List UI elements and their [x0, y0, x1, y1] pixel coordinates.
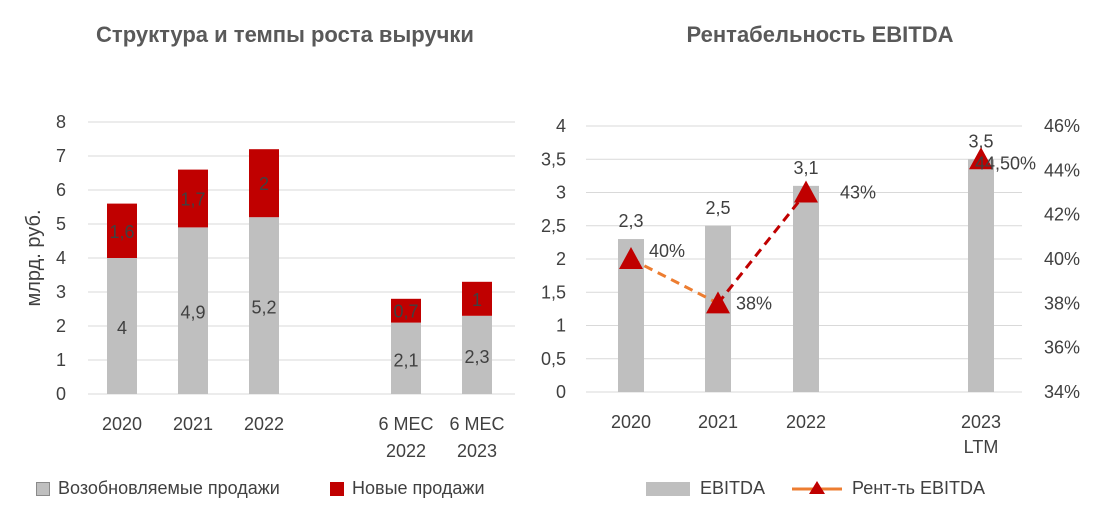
y2-tick-label: 36% — [1044, 338, 1080, 358]
y2-tick-label: 46% — [1044, 116, 1080, 136]
renewable-bar — [391, 322, 421, 394]
ebitda-bar — [968, 159, 994, 392]
renewable-value-label: 4 — [117, 318, 127, 338]
y-tick-label: 0 — [556, 382, 566, 402]
y-tick-label: 1 — [556, 316, 566, 336]
new-sales-bar — [178, 169, 208, 228]
y-tick-label: 4 — [556, 116, 566, 136]
margin-point — [619, 247, 643, 269]
y2-tick-label: 38% — [1044, 293, 1080, 313]
y-tick-label: 3 — [56, 282, 66, 302]
renewable-value-label: 4,9 — [180, 303, 205, 323]
revenue-chart-title: Структура и темпы роста выручки — [96, 22, 474, 47]
x-tick-label: 6 МЕС — [378, 414, 433, 434]
x-tick-label: LTM — [964, 437, 999, 457]
margin-point — [969, 147, 993, 170]
x-tick-label: 2023 — [457, 441, 497, 461]
y-tick-label: 3 — [556, 183, 566, 203]
y2-tick-label: 34% — [1044, 382, 1080, 402]
legend-label-new: Новые продажи — [352, 478, 485, 498]
ebitda-value-label: 2,3 — [618, 211, 643, 231]
margin-line-segment — [716, 191, 808, 305]
new-swatch — [330, 481, 344, 496]
y-tick-label: 1 — [56, 350, 66, 370]
y-tick-label: 5 — [56, 214, 66, 234]
renewable-value-label: 2,1 — [393, 350, 418, 370]
y2-tick-label: 42% — [1044, 205, 1080, 225]
new-sales-bar — [462, 281, 492, 316]
margin-point — [706, 291, 730, 314]
x-tick-label: 2022 — [386, 441, 426, 461]
new-sales-bar — [391, 298, 421, 323]
renewable-bar — [178, 227, 208, 394]
y-tick-label: 2 — [56, 316, 66, 336]
legend-label-margin: Рент-ть EBITDA — [852, 478, 986, 498]
y-tick-label: 0 — [56, 384, 66, 404]
x-tick-label: 2023 — [961, 412, 1001, 432]
y2-tick-label: 44% — [1044, 160, 1080, 180]
legend-item-ebitda: EBITDA — [646, 478, 765, 499]
y-tick-label: 1,5 — [541, 282, 566, 302]
ebitda-value-label: 3,1 — [793, 158, 818, 178]
renewable-value-label: 2,3 — [464, 347, 489, 367]
y-tick-label: 0,5 — [541, 349, 566, 369]
x-tick-label: 2022 — [786, 412, 826, 432]
x-tick-label: 2021 — [173, 414, 213, 434]
x-tick-label: 2021 — [698, 412, 738, 432]
renewable-swatch — [36, 481, 50, 496]
legend-item-renewable: Возобновляемые продажи — [36, 478, 280, 499]
legend-label-ebitda: EBITDA — [700, 478, 766, 498]
renewable-bar — [249, 217, 279, 394]
ebitda-value-label: 3,5 — [968, 131, 993, 151]
ebitda-swatch — [646, 481, 690, 496]
x-tick-label: 6 МЕС — [449, 414, 504, 434]
new-sales-value-label: 2 — [259, 174, 269, 194]
new-sales-value-label: 1,6 — [109, 222, 134, 242]
y-tick-label: 7 — [56, 146, 66, 166]
y-tick-label: 8 — [56, 112, 66, 132]
legend-item-margin: Рент-ть EBITDA — [790, 478, 985, 499]
renewable-value-label: 5,2 — [251, 298, 276, 318]
new-sales-bar — [249, 149, 279, 218]
y-tick-label: 2,5 — [541, 216, 566, 236]
renewable-bar — [107, 258, 137, 394]
margin-value-label: 38% — [736, 293, 772, 313]
y-tick-label: 3,5 — [541, 149, 566, 169]
x-tick-label: 2022 — [244, 414, 284, 434]
ebitda-value-label: 2,5 — [705, 198, 730, 218]
legend-label-renewable: Возобновляемые продажи — [58, 478, 280, 498]
margin-point — [794, 180, 818, 203]
new-sales-value-label: 1 — [472, 290, 482, 310]
margin-value-label: 40% — [649, 241, 685, 261]
x-tick-label: 2020 — [611, 412, 651, 432]
margin-line-segment — [630, 257, 719, 305]
margin-value-label: 43% — [840, 183, 876, 203]
new-sales-value-label: 0,7 — [393, 302, 418, 322]
margin-value-label: 44,50% — [975, 153, 1036, 173]
y-tick-label: 4 — [56, 248, 66, 268]
new-sales-value-label: 1,7 — [180, 190, 205, 210]
y-axis-label: млрд. руб. — [23, 209, 45, 306]
margin-line-swatch — [792, 480, 842, 494]
y-tick-label: 2 — [556, 249, 566, 269]
renewable-bar — [462, 315, 492, 394]
y2-tick-label: 40% — [1044, 249, 1080, 269]
new-sales-bar — [107, 203, 137, 258]
legend-item-new: Новые продажи — [330, 478, 485, 499]
y-tick-label: 6 — [56, 180, 66, 200]
ebitda-bar — [793, 185, 819, 392]
x-tick-label: 2020 — [102, 414, 142, 434]
ebitda-chart-title: Рентабельность EBITDA — [686, 22, 954, 47]
